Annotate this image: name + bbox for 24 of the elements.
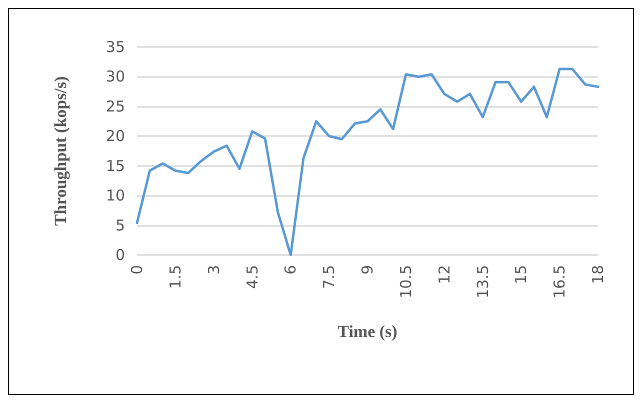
x-tick-label: 12 bbox=[435, 265, 454, 284]
y-tick-label: 10 bbox=[106, 186, 125, 205]
y-tick-label: 20 bbox=[106, 127, 125, 146]
y-tick-label: 30 bbox=[106, 68, 125, 86]
y-tick-label: 0 bbox=[115, 246, 125, 264]
x-tick-label: 13.5 bbox=[474, 265, 492, 298]
x-tick-label: 9 bbox=[358, 265, 376, 275]
x-tick-label: 4.5 bbox=[243, 265, 262, 289]
x-tick-label: 0 bbox=[128, 265, 146, 275]
x-tick-label: 10.5 bbox=[396, 265, 415, 298]
y-tick-label: 15 bbox=[106, 156, 125, 175]
y-tick-label: 25 bbox=[106, 97, 125, 116]
x-tick-label: 3 bbox=[204, 265, 223, 275]
y-tick-label: 35 bbox=[106, 38, 125, 56]
x-tick-label: 7.5 bbox=[320, 265, 338, 289]
x-axis-title: Time (s) bbox=[338, 322, 398, 341]
x-tick-label: 1.5 bbox=[166, 265, 184, 289]
y-axis-title: Throughput (kops/s) bbox=[51, 76, 70, 226]
x-tick-label: 15 bbox=[512, 265, 530, 284]
x-tick-label: 18 bbox=[589, 265, 607, 284]
x-tick-label: 16.5 bbox=[550, 265, 569, 298]
x-tick-label: 6 bbox=[282, 265, 300, 275]
y-tick-label: 5 bbox=[115, 216, 125, 234]
line-series bbox=[136, 68, 600, 256]
